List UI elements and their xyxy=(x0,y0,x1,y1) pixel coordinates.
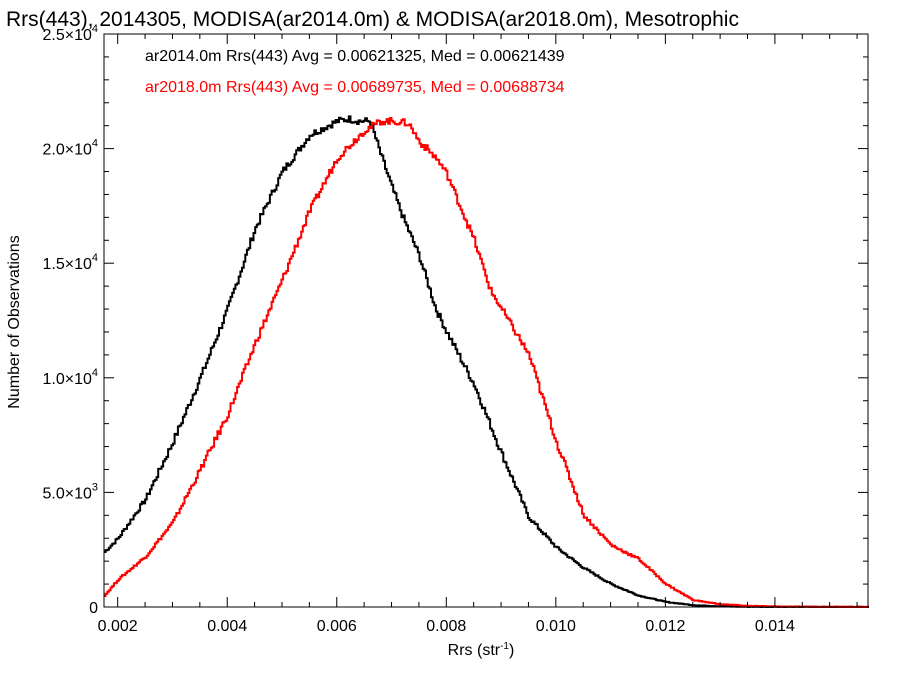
plot-frame xyxy=(103,33,869,608)
x-tick-label: 0.010 xyxy=(536,618,576,635)
x-axis-label: Rrs (str-1) xyxy=(448,641,515,659)
x-axis-label-close: ) xyxy=(509,642,514,659)
y-tick-label: 1.5×104 xyxy=(42,252,98,273)
x-axis-label-superscript: -1 xyxy=(500,641,509,652)
x-tick-label: 0.004 xyxy=(207,618,247,635)
y-tick-label: 2.5×104 xyxy=(42,23,98,44)
x-tick-label: 0.014 xyxy=(755,618,795,635)
series-lines xyxy=(104,115,869,608)
y-tick-label: 0 xyxy=(89,600,98,617)
tick-labels: 0.002 0.004 0.006 0.008 0.010 0.012 0.014 0 5.0×… xyxy=(42,23,795,635)
y-tick-label: 1.0×104 xyxy=(42,367,98,388)
y-axis-label: Number of Observations xyxy=(6,235,23,408)
axis-ticks xyxy=(104,33,868,608)
x-tick-label: 0.012 xyxy=(645,618,685,635)
x-tick-label: 0.006 xyxy=(317,618,357,635)
chart-title: Rrs(443), 2014305, MODISA(ar2014.0m) & M… xyxy=(6,8,739,31)
series-line-1 xyxy=(104,117,869,608)
x-axis-label-main: Rrs (str xyxy=(448,642,501,659)
y-tick-label: 5.0×103 xyxy=(42,481,98,502)
x-tick-label: 0.008 xyxy=(426,618,466,635)
x-tick-label: 0.002 xyxy=(98,618,138,635)
legend-entry-ar2014: ar2014.0m Rrs(443) Avg = 0.00621325, Med… xyxy=(145,48,565,65)
y-tick-label: 2.0×104 xyxy=(42,138,98,159)
series-line-0 xyxy=(104,115,869,608)
legend-entry-ar2018: ar2018.0m Rrs(443) Avg = 0.00689735, Med… xyxy=(145,79,565,96)
